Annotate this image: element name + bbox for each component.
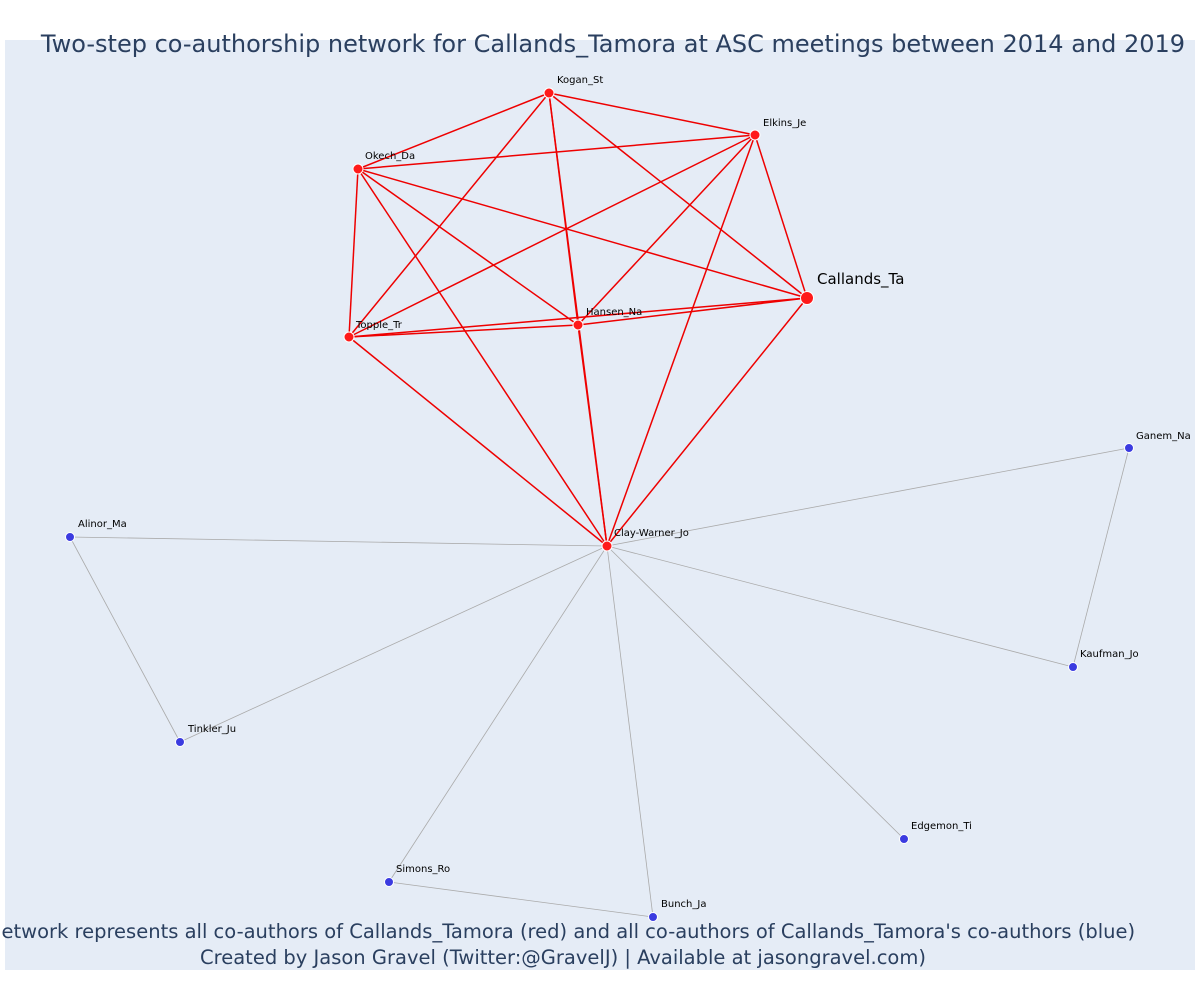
edge-elkins-je-hansen-na — [577, 134, 756, 326]
edge-kogan-st-elkins-je — [548, 92, 756, 136]
edge-okech-da-topple-tr — [348, 168, 359, 338]
node-simons-ro[interactable] — [384, 877, 394, 887]
node-callands-ta[interactable] — [800, 291, 814, 305]
node-tinkler-ju[interactable] — [175, 737, 185, 747]
node-kogan-st[interactable] — [543, 87, 555, 99]
edge-topple-tr-hansen-na — [348, 324, 579, 338]
node-label-kaufman-jo: Kaufman_Jo — [1080, 649, 1139, 660]
edge-simons-ro-bunch-ja — [388, 881, 654, 918]
edge-clay-warner-jo-bunch-ja — [606, 545, 654, 918]
edge-okech-da-hansen-na — [357, 168, 579, 326]
edge-ganem-na-kaufman-jo — [1072, 447, 1130, 668]
node-bunch-ja[interactable] — [648, 912, 658, 922]
node-layer — [65, 87, 1134, 922]
edge-okech-da-clay-warner-jo — [357, 168, 608, 547]
caption-line-1: Network represents all co-authors of Cal… — [0, 920, 1135, 943]
edge-clay-warner-jo-tinkler-ju — [179, 545, 608, 743]
edge-clay-warner-jo-kaufman-jo — [606, 545, 1074, 668]
edge-elkins-je-topple-tr — [348, 134, 756, 338]
node-label-kogan-st: Kogan_St — [557, 75, 603, 86]
node-elkins-je[interactable] — [749, 129, 761, 141]
node-label-topple-tr: Topple_Tr — [355, 320, 403, 331]
edge-kogan-st-callands-ta — [548, 92, 808, 299]
edge-clay-warner-jo-edgemon-ti — [606, 545, 905, 840]
node-label-edgemon-ti: Edgemon_Ti — [911, 821, 972, 832]
node-label-elkins-je: Elkins_Je — [763, 118, 806, 129]
node-label-okech-da: Okech_Da — [365, 151, 415, 162]
node-kaufman-jo[interactable] — [1068, 662, 1078, 672]
node-label-bunch-ja: Bunch_Ja — [661, 899, 706, 910]
edge-elkins-je-clay-warner-jo — [606, 134, 756, 547]
node-label-alinor-ma: Alinor_Ma — [78, 519, 127, 530]
edge-hansen-na-callands-ta — [577, 297, 808, 326]
node-label-ganem-na: Ganem_Na — [1136, 431, 1191, 442]
edge-kogan-st-okech-da — [357, 92, 550, 170]
plot-background — [5, 40, 1195, 970]
edge-layer — [69, 92, 1130, 918]
edge-clay-warner-jo-simons-ro — [388, 545, 608, 883]
node-ganem-na[interactable] — [1124, 443, 1134, 453]
edge-clay-warner-jo-ganem-na — [606, 447, 1130, 547]
caption-line-2: Created by Jason Gravel (Twitter:@Gravel… — [200, 946, 926, 969]
node-label-clay-warner-jo: Clay-Warner_Jo — [614, 528, 689, 539]
edge-kogan-st-topple-tr — [348, 92, 550, 338]
node-alinor-ma[interactable] — [65, 532, 75, 542]
edge-topple-tr-callands-ta — [348, 297, 808, 338]
node-okech-da[interactable] — [352, 163, 364, 175]
node-hansen-na[interactable] — [572, 319, 584, 331]
node-topple-tr[interactable] — [343, 331, 355, 343]
node-label-simons-ro: Simons_Ro — [396, 864, 450, 875]
node-label-tinkler-ju: Tinkler_Ju — [187, 724, 236, 735]
edge-hansen-na-clay-warner-jo — [577, 324, 608, 547]
edge-callands-ta-clay-warner-jo — [606, 297, 808, 547]
node-edgemon-ti[interactable] — [899, 834, 909, 844]
chart-title: Two-step co-authorship network for Calla… — [40, 30, 1185, 58]
edge-alinor-ma-tinkler-ju — [69, 536, 181, 743]
edge-topple-tr-clay-warner-jo — [348, 336, 608, 547]
node-label-callands-ta: Callands_Ta — [817, 270, 904, 289]
edge-okech-da-callands-ta — [357, 168, 808, 299]
node-clay-warner-jo[interactable] — [601, 540, 613, 552]
node-label-hansen-na: Hansen_Na — [586, 307, 642, 318]
label-layer: Callands_Ta Kogan_St Elkins_Je Okech_Da Topp… — [78, 75, 1191, 910]
edge-clay-warner-jo-alinor-ma — [69, 536, 608, 547]
edge-elkins-je-okech-da — [357, 134, 756, 170]
edge-elkins-je-callands-ta — [754, 134, 808, 299]
